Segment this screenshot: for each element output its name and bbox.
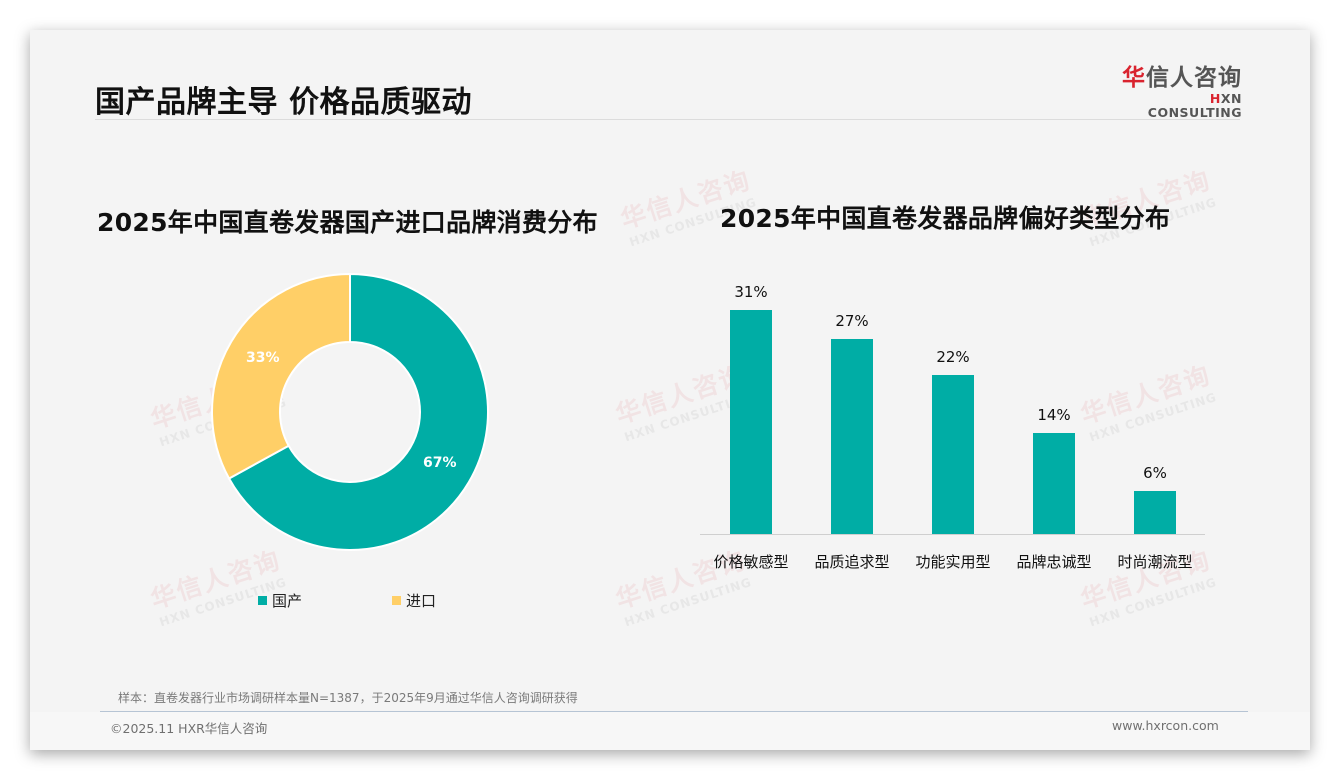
bar-price-sensitive — [730, 310, 772, 534]
bar-value-label: 14% — [1037, 406, 1071, 424]
bar-value-label: 22% — [936, 348, 970, 366]
x-axis-line — [700, 534, 1205, 535]
donut-slice-0 — [227, 272, 489, 551]
footer-divider — [100, 711, 1248, 712]
x-axis-label: 时尚潮流型 — [1117, 553, 1193, 571]
x-axis-label: 功能实用型 — [915, 553, 991, 571]
bar-value-label: 31% — [734, 283, 768, 301]
bar-value-label: 27% — [835, 312, 869, 330]
bar-chart: 31% 27% 22% 14% 6% 价格敏感型 品质追求型 功能实用型 品牌忠… — [700, 270, 1205, 571]
copyright-text: ©2025.11 HXR华信人咨询 — [110, 721, 268, 736]
donut-chart-title: 2025年中国直卷发器国产进口品牌消费分布 — [97, 208, 598, 237]
donut-chart: 67% 33% — [210, 272, 490, 552]
footer-band — [30, 712, 1310, 750]
legend-item-import: 进口 — [392, 590, 436, 611]
header-divider — [95, 119, 1240, 120]
x-axis-label: 价格敏感型 — [713, 553, 789, 571]
logo-en: HXN CONSULTING — [1147, 91, 1242, 120]
bar-chart-title: 2025年中国直卷发器品牌偏好类型分布 — [720, 204, 1171, 233]
x-axis-label: 品质追求型 — [814, 553, 890, 571]
logo-cn: 华信人咨询 — [1122, 65, 1242, 91]
legend-swatch-icon — [392, 596, 401, 605]
x-axis-label: 品牌忠诚型 — [1016, 553, 1092, 571]
sample-note: 样本：直卷发器行业市场调研样本量N=1387，于2025年9月通过华信人咨询调研… — [118, 691, 578, 705]
bar-quality-seeking — [831, 339, 873, 534]
website-link[interactable]: www.hxrcon.com — [1112, 718, 1219, 733]
legend-swatch-icon — [258, 596, 267, 605]
slice-label-domestic: 67% — [423, 455, 457, 471]
donut-graphic — [211, 272, 489, 551]
page-title: 国产品牌主导 价格品质驱动 — [95, 85, 472, 120]
donut-slice-1 — [211, 272, 351, 480]
slide: 华信人咨询 HXN CONSULTING 华信人咨询 HXN CONSULTIN… — [30, 30, 1310, 750]
bar-value-label: 6% — [1143, 464, 1167, 482]
watermark: 华信人咨询 HXN CONSULTING — [147, 545, 289, 630]
legend-item-domestic: 国产 — [258, 590, 302, 611]
company-logo: 华信人咨询 HXN CONSULTING — [1112, 64, 1242, 120]
bar-fashion-trend — [1134, 491, 1176, 534]
bar-function-practical — [932, 375, 974, 534]
bar-brand-loyal — [1033, 433, 1075, 534]
slice-label-import: 33% — [246, 350, 280, 366]
